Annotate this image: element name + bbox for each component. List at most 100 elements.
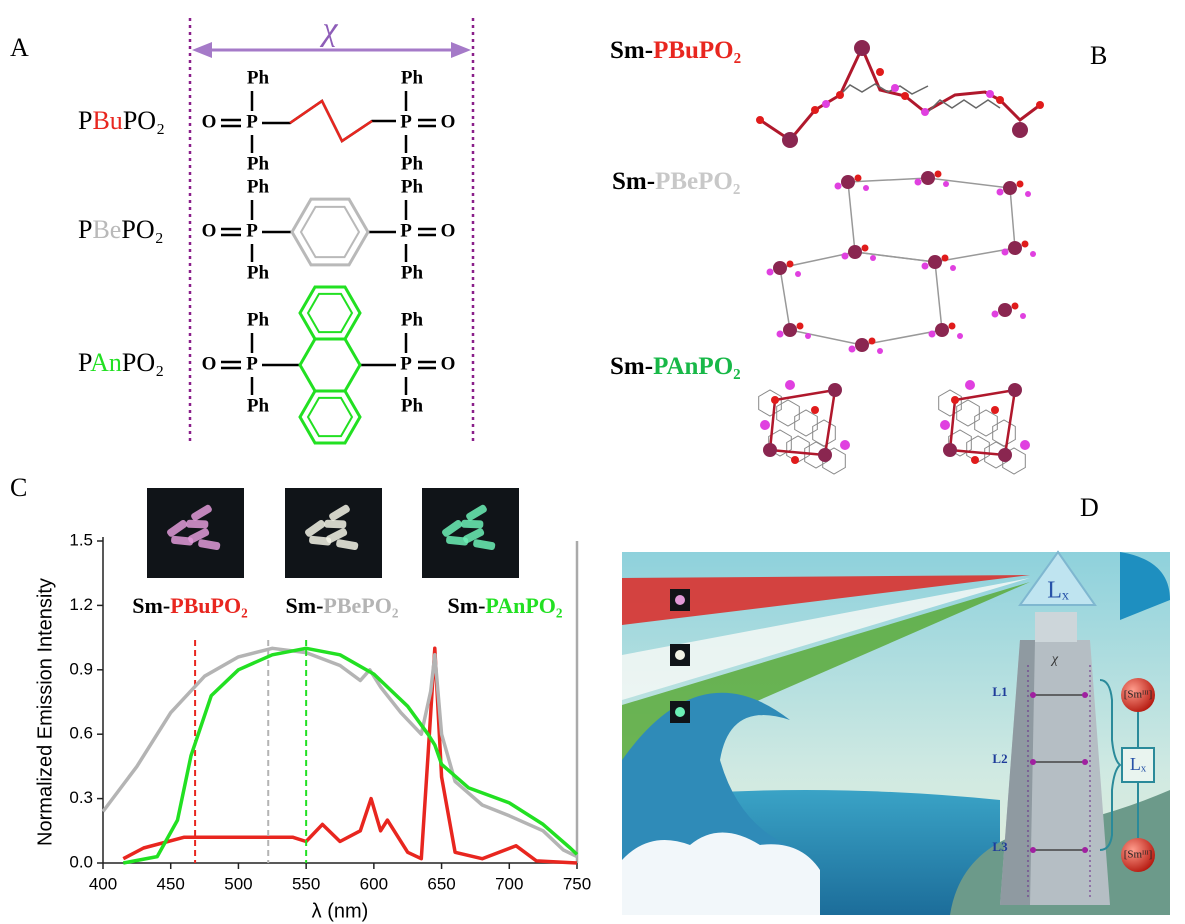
ligand-suffix: PO₂ (123, 106, 165, 135)
panel-label: A (10, 33, 29, 62)
ligand-prefix: P (78, 106, 92, 135)
series-line (123, 648, 577, 863)
title-name: PAnPO₂ (653, 353, 741, 380)
lx-box-label: Lₓ (1130, 754, 1147, 774)
sm-label: [Smᴵᴵᴵ] (1124, 689, 1153, 701)
atom (997, 189, 1004, 196)
y-tick-label: 1.5 (69, 530, 93, 549)
x-tick-label: 450 (157, 874, 185, 893)
atom (870, 255, 876, 261)
atom-ph: Ph (401, 262, 424, 283)
ring (975, 410, 998, 436)
atom (991, 406, 999, 414)
ligand-suffix: PO₂ (122, 348, 164, 377)
atom (935, 323, 949, 337)
linker (290, 101, 372, 141)
x-tick-label: 600 (360, 874, 388, 893)
atom (818, 448, 832, 462)
panel-label: B (1090, 41, 1107, 70)
atom (840, 440, 850, 450)
atom-p: P (246, 220, 258, 241)
legend-name: PAnPO₂ (485, 593, 562, 618)
atom-ph: Ph (247, 153, 270, 174)
sm-label: [Smᴵᴵᴵ] (1124, 849, 1153, 861)
atom (951, 396, 959, 404)
y-tick-label: 0.0 (69, 852, 93, 871)
bond (262, 101, 396, 141)
atom (1003, 181, 1017, 195)
x-tick-label: 400 (89, 874, 117, 893)
atom (795, 271, 801, 277)
atom (957, 333, 963, 339)
atom-o: O (441, 220, 456, 241)
atom (842, 253, 849, 260)
atom (811, 106, 819, 114)
atom (841, 175, 855, 189)
atom (791, 456, 799, 464)
bond (760, 48, 1040, 140)
atom (1022, 241, 1029, 248)
ring (939, 390, 962, 416)
atom (996, 96, 1004, 104)
x-tick-label: 500 (224, 874, 252, 893)
mini-p (1082, 692, 1088, 698)
atom (1036, 101, 1044, 109)
panel-b: Sm-PBuPO₂Sm-PBePO₂Sm-PAnPO₂ (610, 37, 1044, 474)
mini-p (1030, 759, 1036, 765)
x-axis-label: λ (nm) (312, 900, 369, 922)
chi-label: χ (320, 11, 339, 48)
atom (928, 255, 942, 269)
crystal (675, 707, 685, 717)
atom (998, 448, 1012, 462)
atom-ph: Ph (401, 309, 424, 330)
atom (783, 323, 797, 337)
atom-ph: Ph (247, 67, 270, 88)
ligand-suffix: PO₂ (121, 215, 163, 244)
atom-p: P (400, 111, 412, 132)
atom-p: P (246, 111, 258, 132)
atom (828, 383, 842, 397)
legend-prefix: Sm- (132, 593, 170, 618)
atom (921, 108, 929, 116)
arrow-head (451, 42, 471, 58)
legend-prefix: Sm- (448, 593, 486, 618)
atom (965, 380, 975, 390)
figure: A χ B C D PBuPO₂OPPhPhPOPhPhPBePO₂OPPhPh… (0, 0, 1185, 924)
crystal (675, 595, 685, 605)
atom (854, 40, 870, 56)
linker (308, 294, 352, 332)
panel-label: D (1080, 493, 1099, 522)
atom (1020, 313, 1026, 319)
ligand-name: PBePO₂ (78, 215, 164, 244)
title-name: PBePO₂ (655, 168, 740, 195)
x-tick-label: 650 (427, 874, 455, 893)
bond (840, 84, 928, 95)
title-prefix: Sm- (612, 168, 655, 195)
atom (869, 338, 876, 345)
level-label: L1 (992, 684, 1007, 699)
atom (891, 84, 899, 92)
atom-p: P (400, 220, 412, 241)
atom (943, 181, 949, 187)
linker (301, 207, 359, 257)
atom (756, 116, 764, 124)
title-prefix: Sm- (610, 37, 653, 64)
atom (777, 331, 784, 338)
ring (795, 410, 818, 436)
ligand-name: PAnPO₂ (78, 348, 164, 377)
atom (1002, 249, 1009, 256)
legend-label: Sm-PBePO₂ (286, 593, 399, 618)
y-tick-label: 0.9 (69, 659, 93, 678)
atom (863, 185, 869, 191)
x-tick-label: 550 (292, 874, 320, 893)
crystal (186, 520, 208, 529)
atom (763, 443, 777, 457)
atom (929, 331, 936, 338)
atom (986, 90, 994, 98)
linker (300, 339, 360, 391)
ring (957, 400, 980, 426)
atom (971, 456, 979, 464)
atom (836, 91, 844, 99)
atom-ph: Ph (247, 309, 270, 330)
